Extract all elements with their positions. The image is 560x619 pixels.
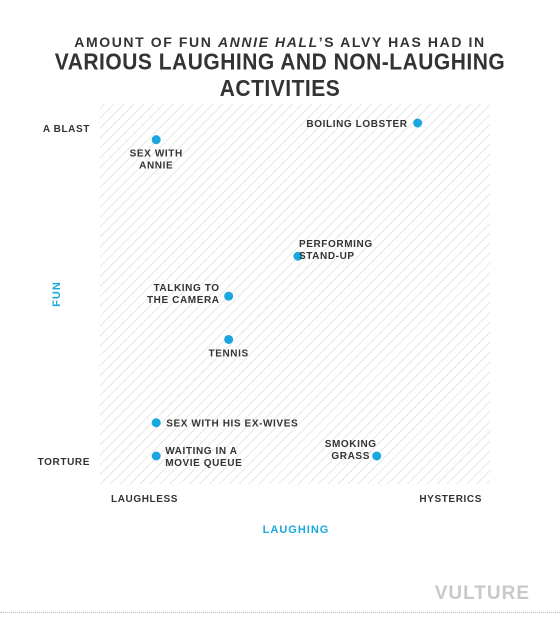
chart-title-line2: VARIOUS LAUGHING AND NON-LAUGHING ACTIVI…	[54, 49, 506, 102]
point-label: ANNIE	[139, 161, 173, 172]
data-point	[151, 135, 161, 145]
plot-area	[100, 104, 490, 484]
y-tick-label: A BLAST	[43, 124, 90, 135]
x-tick-label: HYSTERICS	[419, 494, 482, 505]
point-label: THE CAMERA	[147, 295, 220, 306]
y-axis-title: FUN	[51, 281, 63, 307]
point-label: TALKING TO	[153, 283, 219, 294]
point-label: STAND-UP	[299, 251, 355, 262]
point-label: MOVIE QUEUE	[165, 458, 242, 469]
x-tick-label: LAUGHLESS	[111, 494, 178, 505]
data-point	[372, 451, 382, 461]
data-point	[151, 451, 161, 461]
chart-title-line1: AMOUNT OF FUN ANNIE HALL’S ALVY HAS HAD …	[74, 34, 486, 50]
point-label: WAITING IN A	[165, 446, 237, 457]
point-label: SEX WITH HIS EX-WIVES	[166, 419, 298, 430]
point-label: GRASS	[331, 451, 370, 462]
point-label: SMOKING	[325, 439, 377, 450]
data-point	[151, 418, 161, 428]
data-point	[224, 291, 234, 301]
point-label: TENNIS	[209, 348, 249, 359]
footer-divider	[0, 612, 560, 613]
y-tick-label: TORTURE	[38, 457, 90, 468]
data-point	[224, 334, 234, 344]
point-label: SEX WITH	[130, 149, 183, 160]
data-point	[293, 251, 303, 261]
point-label: PERFORMING	[299, 239, 373, 250]
data-point	[413, 118, 423, 128]
vulture-logo: VULTURE	[434, 583, 530, 604]
point-label: BOILING LOBSTER	[306, 119, 407, 130]
x-axis-title: LAUGHING	[263, 524, 330, 536]
